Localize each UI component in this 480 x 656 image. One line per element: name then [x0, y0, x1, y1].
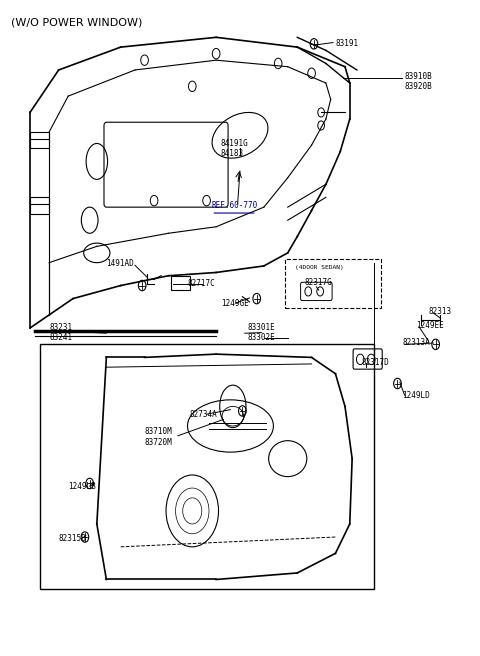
Text: (4DOOR SEDAN): (4DOOR SEDAN) — [295, 266, 344, 270]
Text: 1249LB: 1249LB — [68, 482, 96, 491]
Text: 1491AD: 1491AD — [107, 260, 134, 268]
Bar — [30, 197, 49, 214]
Text: 82317D: 82317D — [362, 358, 389, 367]
Text: REF.60-770: REF.60-770 — [211, 201, 258, 210]
Text: 1249EE: 1249EE — [417, 321, 444, 330]
Text: 83710M
83720M: 83710M 83720M — [144, 428, 172, 447]
Text: 83910B
83920B: 83910B 83920B — [405, 72, 432, 91]
Circle shape — [81, 532, 89, 543]
Circle shape — [432, 339, 440, 350]
Text: 82734A: 82734A — [190, 410, 217, 419]
Text: 1249LD: 1249LD — [402, 391, 430, 400]
Circle shape — [310, 39, 318, 49]
Text: 83301E
83302E: 83301E 83302E — [247, 323, 275, 342]
Circle shape — [394, 379, 401, 389]
Text: 84191G
84183: 84191G 84183 — [221, 138, 249, 158]
Text: 82315B: 82315B — [59, 534, 86, 543]
Bar — [30, 132, 49, 148]
Text: 83191: 83191 — [336, 39, 359, 49]
Bar — [171, 276, 190, 290]
Text: (W/O POWER WINDOW): (W/O POWER WINDOW) — [11, 18, 142, 28]
Text: 82717C: 82717C — [188, 279, 215, 288]
Circle shape — [253, 293, 261, 304]
Text: 82313A: 82313A — [402, 338, 430, 347]
Bar — [39, 344, 373, 589]
Text: 82313: 82313 — [429, 306, 452, 316]
Text: 1249GE: 1249GE — [221, 298, 249, 308]
Circle shape — [138, 280, 146, 291]
Circle shape — [86, 478, 94, 489]
Circle shape — [239, 405, 246, 416]
Text: 83231
83241: 83231 83241 — [49, 323, 72, 342]
Text: 82317G: 82317G — [304, 277, 332, 287]
